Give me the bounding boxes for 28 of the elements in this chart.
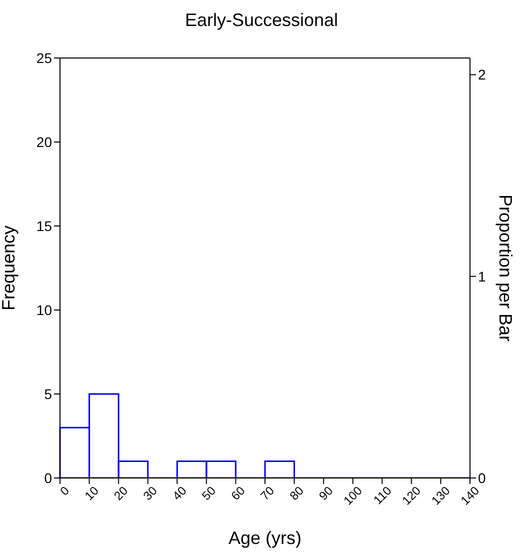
y-tick-label: 5	[44, 386, 52, 402]
x-tick-label: 70	[258, 483, 278, 503]
x-tick-label: 0	[57, 483, 72, 498]
chart-title: Early-Successional	[184, 10, 340, 31]
y2-tick-label: 0	[478, 470, 486, 486]
y-tick-label: 25	[36, 50, 52, 66]
x-tick-label: 130	[428, 483, 453, 508]
x-tick-label: 60	[228, 483, 248, 503]
x-axis-title: Age (yrs)	[228, 528, 302, 548]
x-tick-label: 120	[399, 483, 424, 508]
x-tick-label: 20	[111, 483, 131, 503]
x-tick-label: 140	[458, 483, 482, 508]
x-tick-label: 50	[199, 483, 219, 503]
y-tick-label: 15	[36, 218, 52, 234]
y2-axis-title: Proportion per Bar	[496, 194, 516, 342]
x-tick-label: 30	[140, 483, 160, 503]
x-tick-label: 110	[370, 483, 394, 508]
x-tick-label: 10	[82, 483, 102, 503]
y-tick-label: 10	[36, 302, 52, 318]
x-tick-label: 40	[170, 483, 190, 503]
y2-tick-label: 2	[478, 66, 486, 83]
x-tick-label: 80	[286, 483, 307, 503]
y2-tick-label: 1	[478, 268, 486, 284]
x-tick-label: 100	[340, 483, 366, 508]
y-tick-label: 0	[44, 470, 52, 486]
x-tick-label: 90	[316, 483, 336, 503]
y-axis-title: Frequency	[0, 225, 18, 311]
y-tick-label: 20	[36, 134, 52, 150]
